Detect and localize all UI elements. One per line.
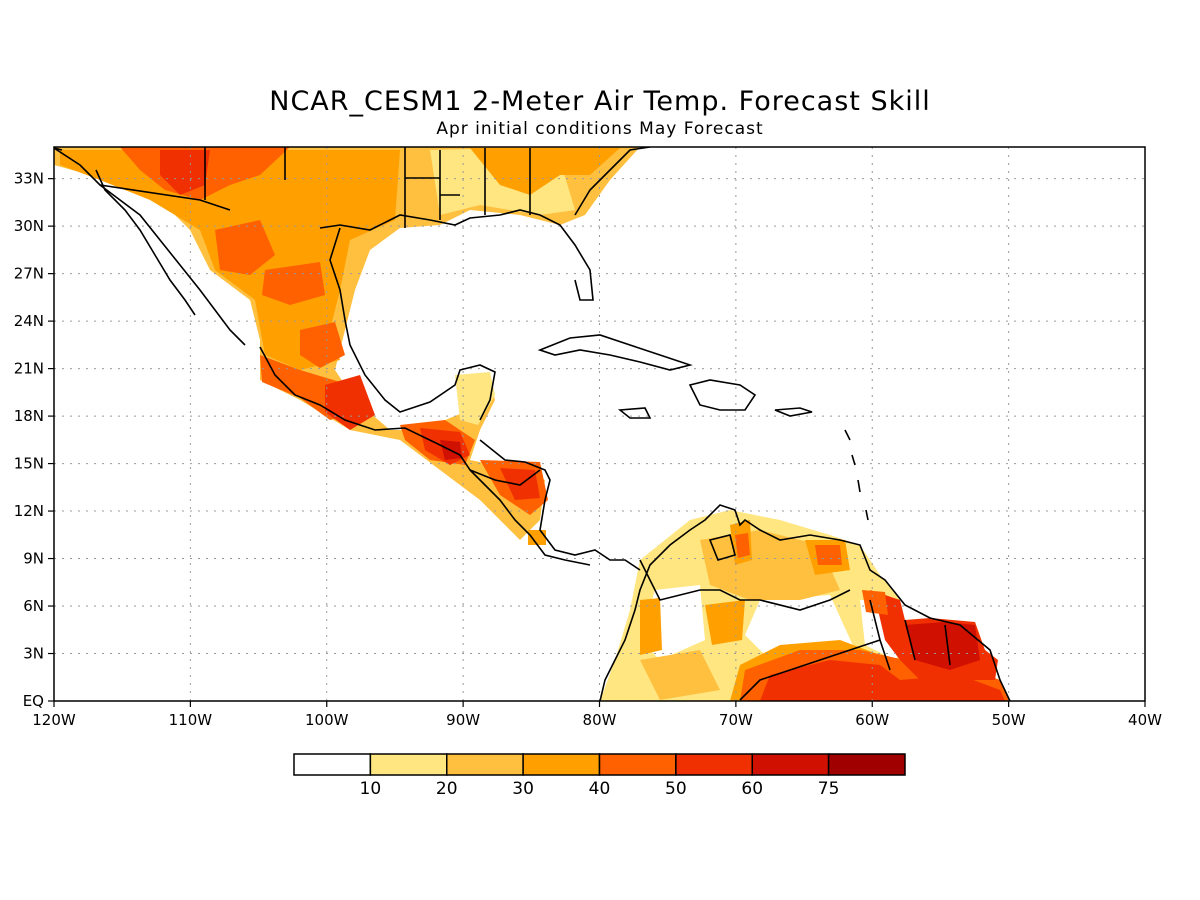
lon-tick-label: 70W: [719, 711, 753, 729]
colorbar-bin: [598, 753, 677, 776]
colorbar-label: 50: [665, 779, 687, 799]
skill-region-southern-us: [54, 147, 640, 540]
lon-tick-label: 80W: [583, 711, 617, 729]
lat-tick-label: 33N: [14, 170, 44, 188]
lon-tick-label: 50W: [992, 711, 1026, 729]
colorbar-bin: [293, 753, 372, 776]
lon-tick-label: 60W: [855, 711, 889, 729]
lat-tick-label: 27N: [14, 265, 44, 283]
lat-tick-label: 12N: [14, 502, 44, 520]
lat-tick-label: 6N: [23, 597, 44, 615]
colorbar-bin: [751, 753, 830, 776]
colorbar-bin: [522, 753, 601, 776]
colorbar-label: 40: [589, 779, 611, 799]
map-title: NCAR_CESM1 2-Meter Air Temp. Forecast Sk…: [269, 86, 931, 117]
lat-tick-label: 24N: [14, 312, 44, 330]
colorbar-bin: [446, 753, 524, 776]
lat-tick-label: 9N: [23, 550, 44, 568]
colorbar-label: 30: [512, 779, 534, 799]
skill-shading: [54, 147, 1010, 701]
lat-tick-label: 30N: [14, 217, 44, 235]
colorbar-bin: [827, 753, 906, 776]
lat-tick-label: 18N: [14, 407, 44, 425]
lat-tick-label: EQ: [23, 692, 44, 710]
colorbar-label: 75: [818, 779, 840, 799]
lat-tick-label: 3N: [23, 645, 44, 663]
colorbar-label: 10: [360, 779, 382, 799]
lon-tick-label: 90W: [446, 711, 480, 729]
colorbar-bin: [369, 753, 448, 776]
colorbar-label: 60: [741, 779, 763, 799]
longitude-labels: 120W 110W 100W 90W 80W 70W 60W 50W 40W: [32, 701, 1162, 729]
graticule: [54, 147, 1145, 701]
colorbar-label: 20: [436, 779, 458, 799]
lon-tick-label: 110W: [169, 711, 213, 729]
latitude-labels: 33N 30N 27N 24N 21N 18N 15N 12N 9N 6N 3N EQ: [14, 170, 54, 710]
lon-tick-label: 120W: [32, 711, 76, 729]
lon-tick-label: 100W: [305, 711, 349, 729]
colorbar-bin: [675, 753, 753, 776]
lat-tick-label: 21N: [14, 360, 44, 378]
colorbar: 10 20 30 40 50 60 75: [293, 753, 906, 799]
lat-tick-label: 15N: [14, 455, 44, 473]
lon-tick-label: 40W: [1128, 711, 1162, 729]
coastlines: [54, 147, 1011, 701]
map-subtitle: Apr initial conditions May Forecast: [436, 119, 764, 139]
